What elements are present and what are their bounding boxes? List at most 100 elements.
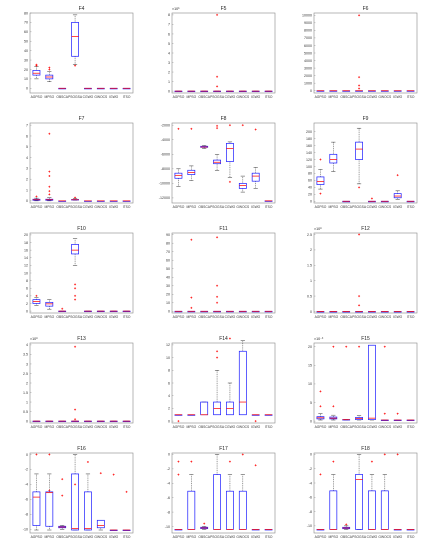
x-tick-label: GWOCS xyxy=(378,315,392,319)
y-tick-label: 18 xyxy=(24,241,28,245)
x-tick-label: MPSO xyxy=(328,535,338,539)
plot-frame xyxy=(171,12,276,94)
x-tick-label: AGPSO xyxy=(173,95,185,99)
outlier-marker xyxy=(319,390,322,393)
outlier-marker xyxy=(48,132,51,135)
outlier-marker xyxy=(190,127,193,130)
box-itso xyxy=(122,200,131,202)
y-tick-label: 4000 xyxy=(304,59,312,63)
outlier-marker xyxy=(74,298,77,301)
box-itso xyxy=(264,528,273,531)
x-tick-label: GWOCS xyxy=(236,95,250,99)
y-tick-label: 0.5 xyxy=(23,410,28,414)
x-tick-label: CGWO xyxy=(367,205,378,209)
box-igwo xyxy=(109,87,118,90)
box-itso xyxy=(406,200,415,203)
box-obsca xyxy=(58,200,67,202)
box-obsca xyxy=(200,90,209,93)
box-iqr xyxy=(71,244,79,255)
chart-title: F5 xyxy=(221,6,227,12)
y-tick-label: 10 xyxy=(24,77,28,81)
outlier-marker xyxy=(35,195,38,198)
y-tick-label: 140 xyxy=(306,151,312,155)
x-tick-label: PSOGSA xyxy=(68,535,83,539)
x-tick-label: AGPSO xyxy=(173,205,185,209)
x-tick-label: ITSO xyxy=(407,425,415,429)
chart-panel-f12: F12 ×10⁸ 0 0.5 1 1.5 2 2.5 AGPSO MPSO OBSCA PSOGSA C… xyxy=(307,226,418,319)
box-igwo xyxy=(251,414,260,423)
outlier-marker xyxy=(319,405,322,408)
box-psogsa xyxy=(213,124,221,171)
box-psogsa xyxy=(355,345,363,421)
outlier-marker xyxy=(345,345,348,348)
box-agpso xyxy=(32,453,41,531)
y-tick-label: 8 xyxy=(168,369,170,373)
y-tick-label: 2 xyxy=(168,407,170,411)
box-psogsa xyxy=(71,14,79,67)
chart-panel-f18: F18 -10 -8 -6 -4 -2 0 AGPSO MPSO OBSCA PSOGSA CGWO G… xyxy=(307,446,418,539)
outlier-marker xyxy=(61,494,64,497)
box-gwocs xyxy=(238,453,247,530)
outlier-marker xyxy=(190,460,193,463)
box-iqr xyxy=(329,153,338,164)
x-tick-label: PSOGSA xyxy=(68,315,83,319)
chart-panel-f6: F6 0 1000 2000 3000 4000 5000 6000 7000 8000 9000 1… xyxy=(302,6,418,99)
y-tick-label: 4 xyxy=(26,343,28,347)
box-psogsa xyxy=(213,13,221,93)
outlier-marker xyxy=(177,473,180,476)
x-tick-label: MPSO xyxy=(328,205,338,209)
y-tick-label: -8000 xyxy=(161,167,170,171)
box-agpso xyxy=(316,311,325,313)
box-cgwo xyxy=(226,310,234,313)
outlier-marker xyxy=(332,405,335,408)
y-tick-label: 6 xyxy=(26,287,28,291)
y-tick-label: 90 xyxy=(166,233,170,237)
x-tick-label: MPSO xyxy=(186,535,196,539)
outlier-marker xyxy=(216,350,219,353)
chart-panel-f4: F4 0 10 20 30 40 50 60 70 80 AGPSO MPSO OBSCA PSOGSA C… xyxy=(24,6,134,99)
y-tick-label: 10 xyxy=(308,382,312,386)
x-tick-label: CGWO xyxy=(225,425,236,429)
y-tick-label: 5 xyxy=(168,42,170,46)
box-iqr xyxy=(32,491,41,526)
box-igwo xyxy=(109,420,118,423)
x-tick-label: MPSO xyxy=(328,425,338,429)
x-tick-label: CGWO xyxy=(83,425,94,429)
box-obsca xyxy=(200,401,209,416)
x-tick-label: CGWO xyxy=(367,425,378,429)
box-igwo xyxy=(393,412,402,421)
box-mpso xyxy=(329,311,338,313)
box-cgwo xyxy=(226,460,234,530)
box-iqr xyxy=(226,490,234,530)
box-igwo xyxy=(393,174,402,200)
chart-panel-f8: F8 -12000 -10000 -8000 -6000 -4000 -2000 AGPSO M… xyxy=(159,116,276,209)
outlier-marker xyxy=(74,294,77,297)
x-tick-label: MPSO xyxy=(186,315,196,319)
y-tick-label: 0 xyxy=(310,453,312,457)
chart-title: F13 xyxy=(77,336,86,342)
outlier-marker xyxy=(74,345,77,348)
box-mpso xyxy=(329,345,338,421)
x-tick-label: MPSO xyxy=(44,425,54,429)
box-iqr xyxy=(316,176,325,185)
y-tick-label: -12000 xyxy=(159,196,170,200)
box-agpso xyxy=(174,414,183,423)
y-tick-label: 6000 xyxy=(304,44,312,48)
box-itso xyxy=(264,414,273,416)
box-mpso xyxy=(187,90,196,93)
outlier-marker xyxy=(190,296,193,299)
box-mpso xyxy=(329,460,338,530)
plot-frame xyxy=(171,232,276,314)
box-gwocs xyxy=(96,472,105,531)
y-tick-label: 6 xyxy=(168,381,170,385)
box-gwocs xyxy=(96,87,105,90)
y-tick-label: 4 xyxy=(26,294,28,298)
box-gwocs xyxy=(380,90,389,92)
y-tick-label: 20 xyxy=(308,345,312,349)
y-tick-label: 2.5 xyxy=(307,233,312,237)
outlier-marker xyxy=(48,66,51,69)
outlier-marker xyxy=(48,170,51,173)
x-tick-label: IGWO xyxy=(393,425,403,429)
y-tick-label: 3 xyxy=(168,61,170,65)
